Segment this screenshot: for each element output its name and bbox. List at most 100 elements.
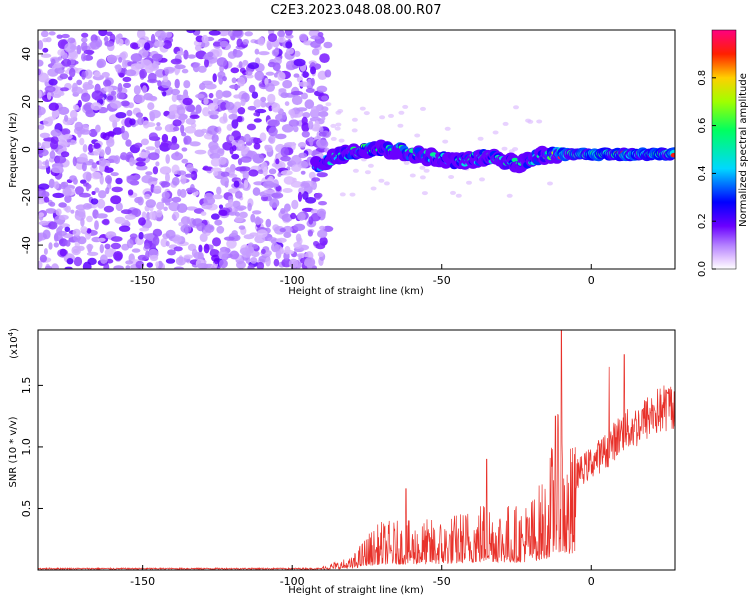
noise-blob: [291, 95, 303, 106]
noise-blob: [211, 49, 220, 58]
noise-blob: [228, 135, 235, 142]
noise-blob: [230, 67, 240, 74]
noise-blob: [536, 119, 543, 124]
noise-blob: [45, 159, 50, 168]
noise-blob: [421, 191, 428, 196]
noise-blob: [265, 82, 275, 92]
noise-blob: [52, 192, 65, 198]
noise-blob: [104, 40, 115, 47]
noise-blob: [171, 214, 176, 220]
noise-blob: [442, 139, 449, 144]
noise-blob: [271, 49, 279, 57]
noise-blob: [265, 218, 272, 228]
noise-blob: [69, 117, 76, 124]
noise-blob: [243, 133, 251, 143]
noise-blob: [247, 105, 257, 111]
noise-blob: [104, 243, 111, 250]
noise-blob: [402, 104, 409, 109]
noise-blob: [54, 155, 67, 164]
noise-blob: [180, 216, 191, 226]
noise-blob: [250, 213, 256, 223]
noise-blob: [42, 47, 49, 53]
noise-blob: [82, 144, 88, 153]
noise-blob: [71, 86, 83, 95]
noise-blob: [118, 225, 131, 232]
noise-blob: [64, 42, 76, 53]
noise-blob: [103, 262, 110, 269]
noise-blob: [115, 112, 127, 119]
noise-blob: [189, 114, 200, 120]
noise-blob: [64, 266, 73, 269]
noise-blob: [104, 131, 117, 137]
noise-blob: [42, 229, 51, 240]
noise-blob: [125, 260, 134, 265]
noise-blob: [76, 44, 82, 55]
y-tick-label: -40: [20, 236, 33, 254]
noise-blob: [43, 248, 48, 255]
noise-blob: [59, 248, 67, 257]
noise-blob: [220, 171, 230, 177]
noise-blob: [167, 249, 176, 256]
y-tick-label: 0: [20, 146, 33, 153]
noise-blob: [277, 172, 282, 177]
noise-blob: [39, 254, 48, 263]
noise-blob: [280, 208, 286, 214]
noise-blob: [301, 130, 310, 138]
noise-blob: [282, 225, 293, 234]
noise-blob: [181, 132, 187, 137]
noise-blob: [50, 139, 59, 150]
noise-blob: [207, 102, 219, 111]
noise-blob: [91, 171, 102, 180]
noise-blob: [235, 205, 247, 211]
noise-blob: [156, 201, 165, 211]
noise-blob: [262, 166, 268, 177]
noise-blob: [204, 224, 215, 233]
noise-blob: [97, 237, 106, 242]
noise-blob: [40, 30, 49, 38]
noise-blob: [364, 170, 371, 175]
noise-blob: [165, 172, 170, 183]
noise-blob: [253, 99, 262, 108]
noise-blob: [76, 79, 83, 86]
noise-blob: [115, 64, 122, 73]
noise-blob: [308, 120, 314, 130]
noise-blob: [38, 260, 43, 269]
spectrogram-x-axis-label: Height of straight line (km): [288, 286, 424, 297]
noise-blob: [218, 156, 227, 165]
noise-blob: [125, 265, 131, 269]
noise-blob: [189, 141, 201, 147]
noise-blob: [200, 211, 207, 216]
noise-blob: [146, 95, 158, 101]
noise-blob: [228, 113, 238, 120]
noise-blob: [305, 197, 317, 204]
noise-blob: [45, 208, 57, 214]
noise-blob: [176, 170, 187, 176]
noise-blob: [198, 244, 203, 253]
noise-blob: [144, 193, 151, 200]
noise-blob: [455, 193, 462, 198]
noise-blob: [134, 142, 143, 148]
noise-blob: [318, 201, 327, 206]
noise-blob: [79, 137, 85, 146]
noise-blob: [84, 69, 93, 79]
noise-blob: [256, 229, 268, 238]
noise-blob: [223, 236, 235, 241]
noise-blob: [231, 77, 237, 84]
noise-blob: [101, 71, 110, 78]
noise-blob: [90, 198, 99, 205]
noise-blob: [290, 109, 295, 119]
noise-blob: [139, 151, 148, 159]
noise-blob: [502, 121, 509, 126]
noise-blob: [141, 211, 147, 220]
noise-blob: [293, 241, 302, 249]
noise-blob: [202, 166, 214, 171]
colorbar-label: Normalized spectral amplitude: [738, 73, 749, 227]
noise-blob: [38, 68, 41, 76]
noise-blob: [195, 93, 205, 99]
noise-blob: [419, 175, 426, 180]
noise-blob: [283, 176, 295, 185]
noise-blob: [162, 75, 169, 83]
noise-blob: [99, 244, 105, 254]
noise-blob: [161, 191, 170, 200]
noise-blob: [279, 228, 286, 233]
